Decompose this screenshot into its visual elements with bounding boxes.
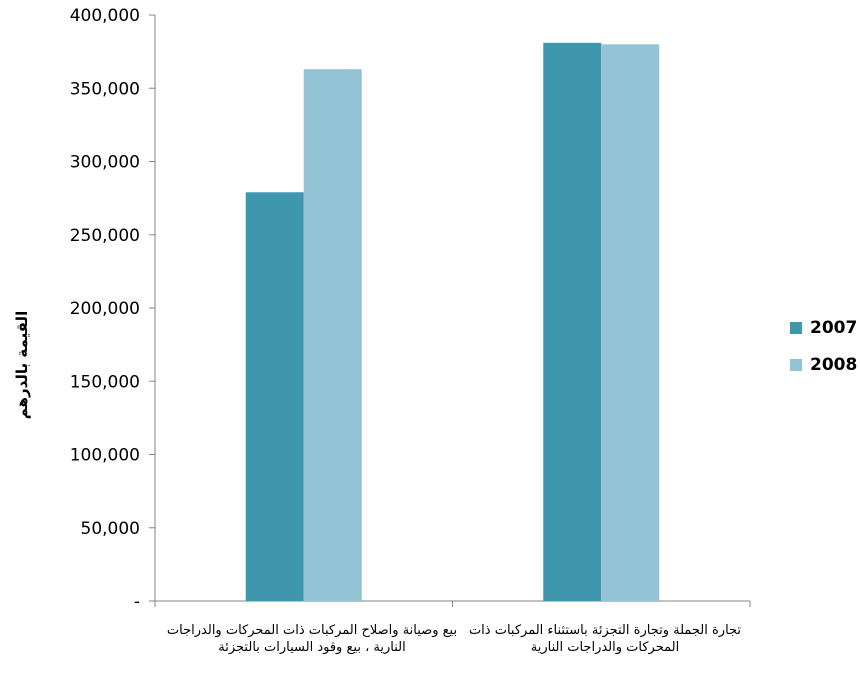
y-tick-label: 300,000 [70, 153, 140, 173]
y-tick-label: 400,000 [70, 6, 140, 26]
legend-label-2007: 2007 [810, 318, 858, 338]
y-tick-label: 50,000 [81, 519, 140, 539]
y-tick-labels: - 50,000 100,000 150,000 200,000 250,000 300,0… [70, 6, 140, 612]
legend-item-2008: 2008 [790, 355, 857, 375]
y-tick-label: 350,000 [70, 79, 140, 99]
bars [245, 42, 660, 602]
bar-2008-1 [303, 69, 362, 601]
legend-swatch-2008 [790, 359, 802, 371]
legend-item-2007: 2007 [790, 318, 857, 338]
y-axis-label: القيمة بالدرهم [13, 310, 31, 420]
axes [149, 14, 751, 607]
category-label-2: تجارة الجملة وتجارة التجزئة باستثناء الم… [468, 623, 742, 655]
legend-swatch-2007 [790, 322, 802, 334]
bar-2007-1 [245, 192, 304, 601]
y-tick-label: 250,000 [70, 226, 140, 246]
legend: 2007 2008 [790, 318, 857, 392]
category-label-1: بيع وصيانة واصلاح المركبات ذات المحركات … [166, 623, 458, 655]
legend-label-2008: 2008 [810, 355, 858, 375]
bar-2007-2 [543, 42, 602, 601]
y-tick-label: 100,000 [70, 446, 140, 466]
y-axis-label-box: القيمة بالدرهم [2, 305, 42, 425]
y-tick-label: - [134, 592, 140, 612]
bar-2008-2 [601, 44, 660, 602]
y-tick-label: 200,000 [70, 299, 140, 319]
y-tick-label: 150,000 [70, 372, 140, 392]
